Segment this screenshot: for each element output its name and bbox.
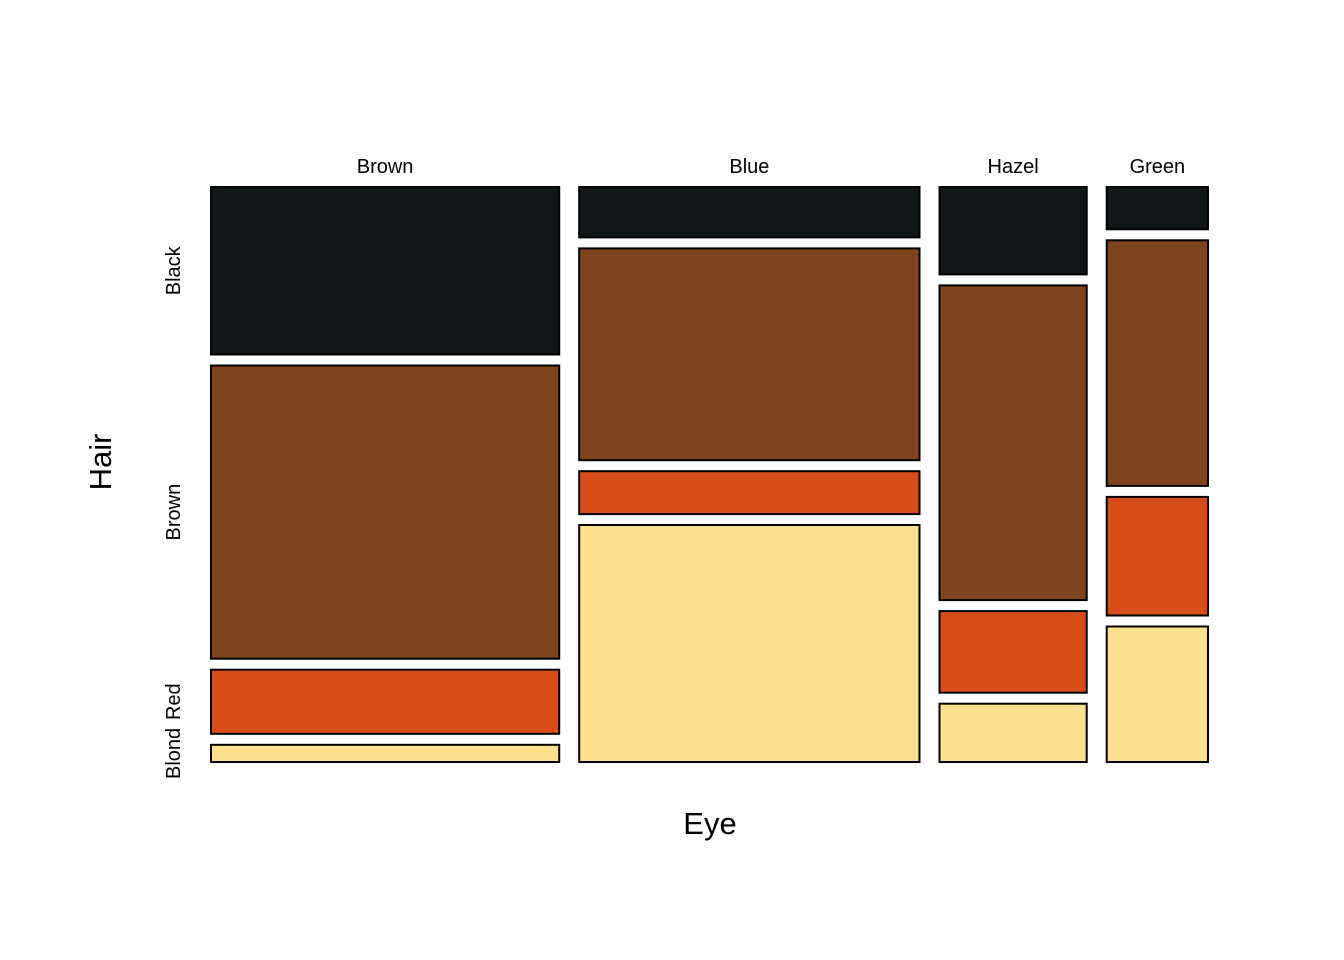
y-axis-title: Hair: [83, 434, 118, 491]
tile-green-eye-black-hair: [1105, 186, 1209, 231]
tile-blue-eye-red-hair: [578, 470, 921, 516]
eye-label-green: Green: [1130, 156, 1186, 178]
tile-brown-eye-blond-hair: [210, 743, 561, 763]
tile-green-eye-red-hair: [1105, 495, 1209, 617]
tile-hazel-eye-blond-hair: [938, 702, 1088, 764]
eye-category-labels: Brown Blue Hazel Green: [357, 156, 1185, 178]
x-axis-title: Eye: [683, 806, 736, 841]
tile-hazel-eye-black-hair: [938, 186, 1088, 276]
eye-label-brown: Brown: [357, 156, 414, 178]
tile-hazel-eye-brown-hair: [938, 284, 1088, 602]
hair-label-blond: Blond: [163, 728, 185, 779]
hair-label-black: Black: [163, 245, 185, 295]
tile-brown-eye-brown-hair: [210, 364, 561, 660]
tile-brown-eye-red-hair: [210, 668, 561, 735]
tile-hazel-eye-red-hair: [938, 610, 1088, 694]
eye-label-blue: Blue: [729, 156, 769, 178]
tile-blue-eye-blond-hair: [578, 524, 921, 763]
hair-label-red: Red: [163, 683, 185, 720]
tile-green-eye-brown-hair: [1105, 239, 1209, 487]
tile-green-eye-blond-hair: [1105, 625, 1209, 763]
eye-label-hazel: Hazel: [988, 156, 1039, 178]
mosaic-tiles: [210, 186, 1209, 764]
tile-brown-eye-black-hair: [210, 186, 561, 356]
tile-blue-eye-brown-hair: [578, 247, 921, 462]
tile-blue-eye-black-hair: [578, 186, 921, 239]
hair-label-brown: Brown: [163, 484, 185, 541]
hair-category-labels: Black Brown Red Blond: [163, 245, 185, 779]
